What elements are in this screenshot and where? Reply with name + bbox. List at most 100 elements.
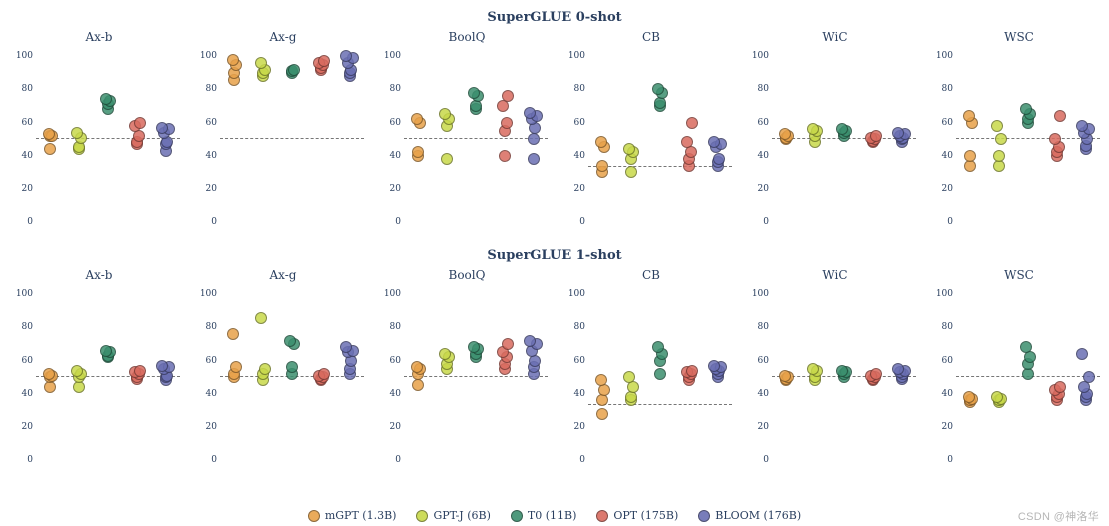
y-tick-label: 0 [947,217,956,227]
data-point [892,127,904,139]
y-tick-label: 40 [758,151,772,161]
data-point [1076,348,1088,360]
panel: BoolQ020406080100 [382,46,552,226]
panel-title: Ax-g [198,268,368,282]
data-point [412,379,424,391]
y-tick-label: 60 [574,356,588,366]
y-tick-label: 40 [206,389,220,399]
data-point [836,123,848,135]
data-point [1049,133,1061,145]
data-point [340,50,352,62]
y-tick-label: 100 [200,51,220,61]
y-tick-label: 100 [384,289,404,299]
data-point [100,93,112,105]
panel-title: Ax-g [198,30,368,44]
plot-area: 020406080100 [772,286,916,460]
panel: BoolQ020406080100 [382,284,552,464]
row-title: SuperGLUE 0-shot [0,10,1109,25]
plot-area: 020406080100 [220,48,364,222]
data-point [43,368,55,380]
data-point [963,110,975,122]
figure: mGPT (1.3B)GPT-J (6B)T0 (11B)OPT (175B)B… [0,0,1109,526]
y-tick-label: 100 [568,289,588,299]
plot-area: 020406080100 [36,286,180,460]
data-point [991,391,1003,403]
plot-area: 020406080100 [36,48,180,222]
legend-dot-icon [698,510,710,522]
data-point [596,160,608,172]
panel-title: WSC [934,30,1104,44]
legend-label: BLOOM (176B) [715,509,801,522]
legend-item: OPT (175B) [596,509,678,522]
data-point [892,363,904,375]
y-tick-label: 100 [200,289,220,299]
data-point [964,150,976,162]
y-tick-label: 100 [752,51,772,61]
data-point [439,348,451,360]
y-tick-label: 80 [942,322,956,332]
row-title: SuperGLUE 1-shot [0,248,1109,263]
data-point [499,150,511,162]
y-tick-label: 0 [27,455,36,465]
legend-item: GPT-J (6B) [416,509,490,522]
y-tick-label: 20 [206,422,220,432]
y-tick-label: 80 [758,322,772,332]
y-tick-label: 60 [390,118,404,128]
y-tick-label: 40 [942,389,956,399]
y-tick-label: 80 [390,84,404,94]
y-tick-label: 60 [206,118,220,128]
data-point [411,361,423,373]
y-tick-label: 20 [758,422,772,432]
data-point [524,107,536,119]
data-point [991,120,1003,132]
y-tick-label: 60 [942,118,956,128]
y-tick-label: 40 [390,151,404,161]
data-point [71,127,83,139]
panel-title: BoolQ [382,30,552,44]
legend-dot-icon [596,510,608,522]
data-point [807,363,819,375]
y-tick-label: 40 [574,389,588,399]
data-point [286,361,298,373]
y-tick-label: 60 [758,356,772,366]
y-tick-label: 0 [579,455,588,465]
y-tick-label: 20 [574,184,588,194]
y-tick-label: 60 [758,118,772,128]
data-point [681,136,693,148]
reference-line [588,166,732,167]
legend-label: OPT (175B) [613,509,678,522]
y-tick-label: 40 [574,151,588,161]
plot-area: 020406080100 [588,48,732,222]
legend-item: T0 (11B) [511,509,577,522]
data-point [318,368,330,380]
y-tick-label: 60 [22,118,36,128]
panel: CB020406080100 [566,284,736,464]
legend-dot-icon [416,510,428,522]
reference-line [404,138,548,139]
panel: WSC020406080100 [934,284,1104,464]
data-point [43,128,55,140]
data-point [528,133,540,145]
data-point [284,335,296,347]
y-tick-label: 40 [206,151,220,161]
data-point [156,122,168,134]
data-point [468,341,480,353]
data-point [779,370,791,382]
panel-title: WiC [750,30,920,44]
y-tick-label: 80 [758,84,772,94]
data-point [100,345,112,357]
data-point [255,57,267,69]
data-point [652,341,664,353]
watermark: CSDN @神洛华 [1018,508,1099,524]
reference-line [220,138,364,139]
data-point [993,150,1005,162]
data-point [501,117,513,129]
y-tick-label: 60 [574,118,588,128]
data-point [596,408,608,420]
y-tick-label: 40 [22,389,36,399]
y-tick-label: 100 [752,289,772,299]
data-point [708,136,720,148]
data-point [1076,120,1088,132]
y-tick-label: 60 [22,356,36,366]
data-point [528,153,540,165]
